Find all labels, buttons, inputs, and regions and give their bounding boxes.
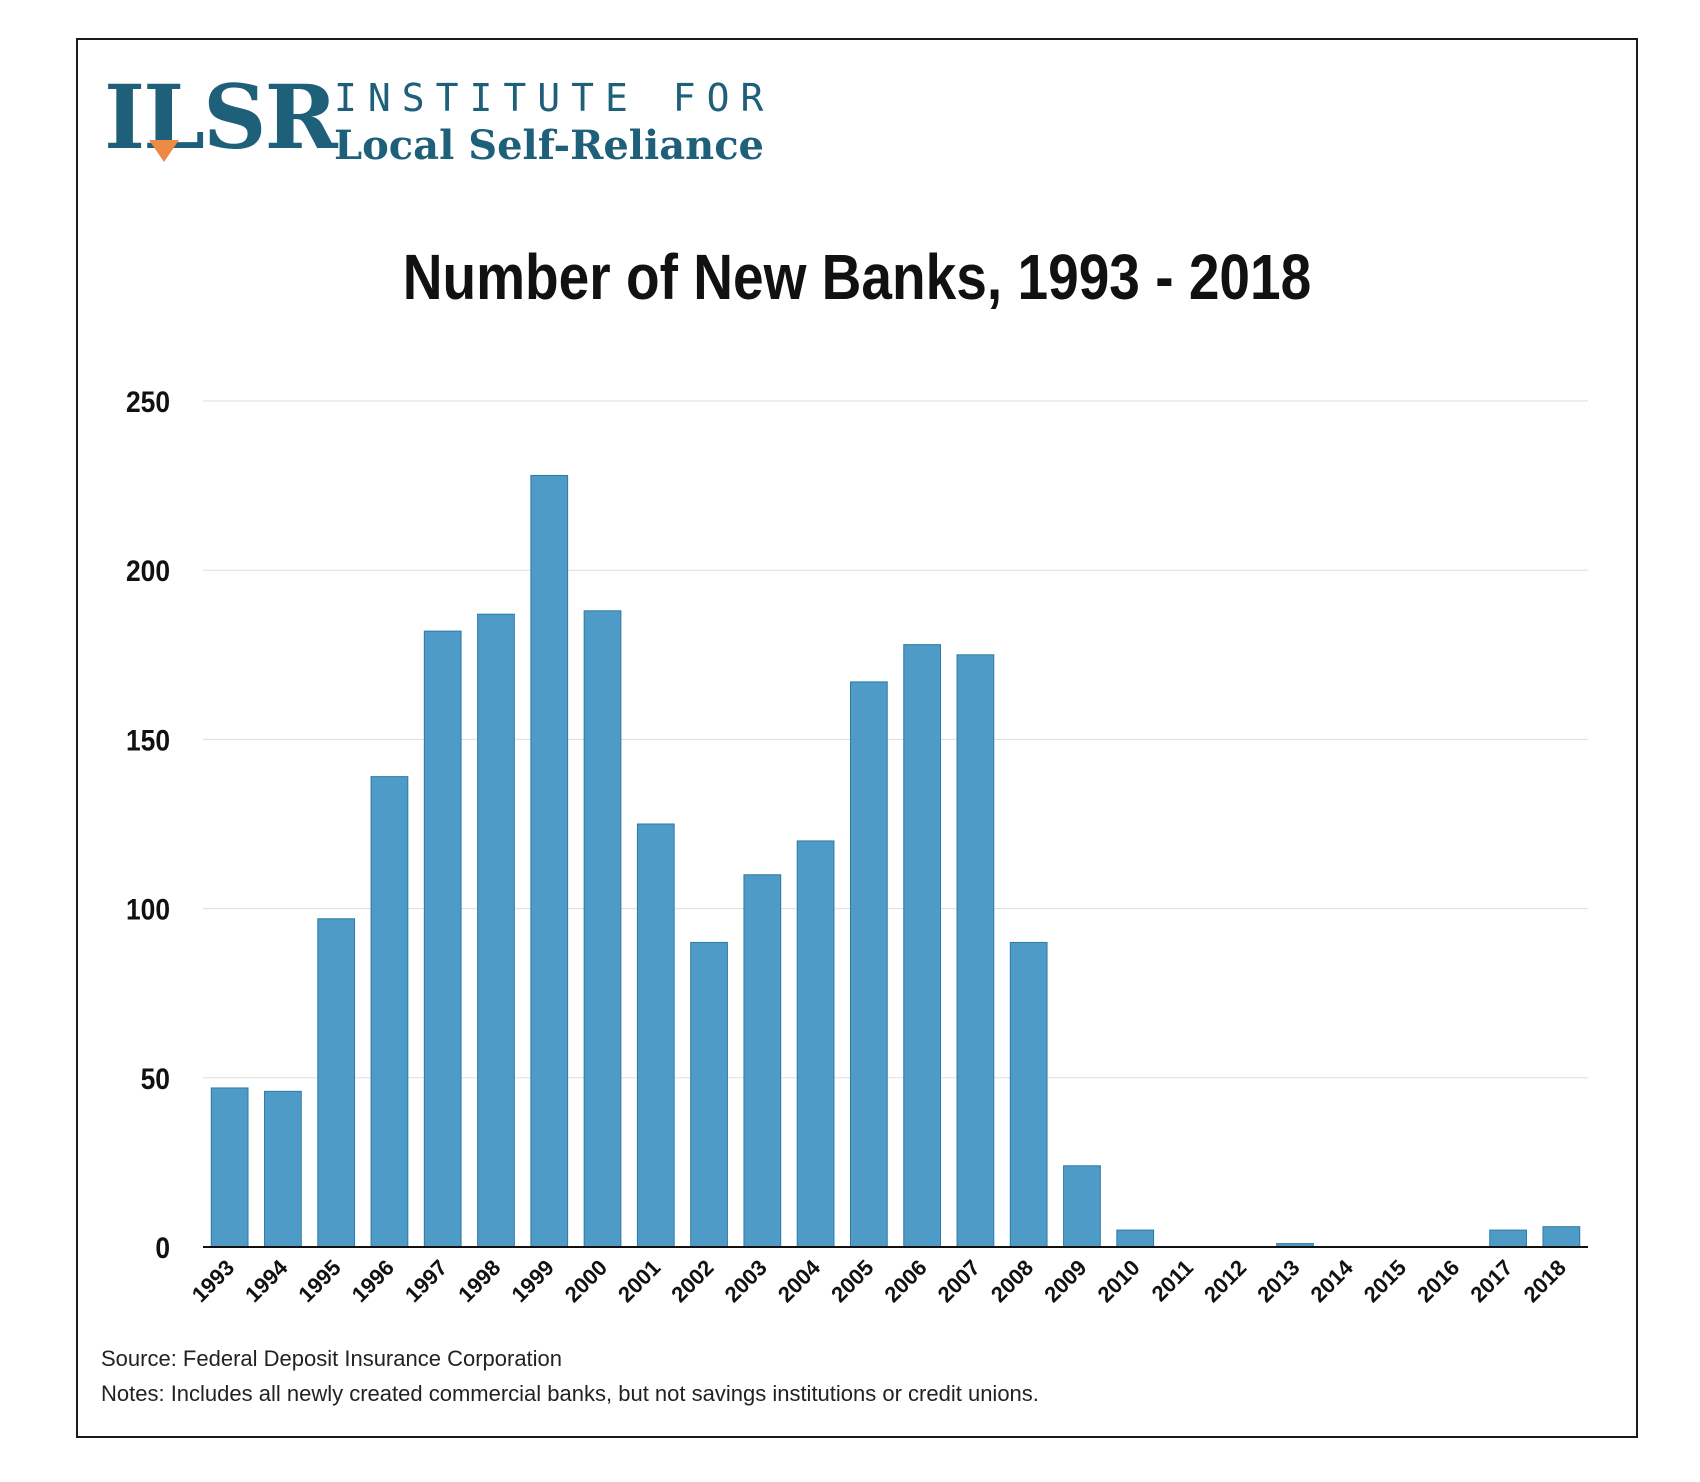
x-tick-label: 2005 [826, 1255, 878, 1307]
logo-org-line2: Local Self-Reliance [334, 122, 764, 169]
x-tick-label: 2013 [1252, 1255, 1304, 1307]
x-tick-label: 1996 [347, 1255, 399, 1307]
x-tick-label: 1995 [293, 1255, 345, 1307]
x-tick-label: 2014 [1306, 1254, 1359, 1307]
y-tick-label: 50 [141, 1061, 170, 1095]
x-tick-label: 1998 [453, 1255, 505, 1307]
bar-2018 [1542, 1226, 1581, 1248]
x-tick-label: 2016 [1412, 1255, 1464, 1307]
bar-2000 [583, 610, 622, 1248]
chart-title: Number of New Banks, 1993 - 2018 [402, 241, 1312, 313]
bar-1995 [317, 918, 356, 1248]
bar-2009 [1063, 1165, 1101, 1248]
bar-1996 [370, 776, 409, 1248]
bar-1993 [210, 1087, 249, 1248]
y-tick-label: 200 [126, 554, 170, 588]
bar-2004 [796, 840, 835, 1248]
bar-2005 [849, 681, 888, 1248]
bar-2003 [743, 874, 782, 1248]
x-tick-label: 2007 [933, 1255, 985, 1307]
x-tick-label: 2012 [1199, 1255, 1251, 1307]
bar-2010 [1116, 1229, 1155, 1248]
bar-1994 [264, 1090, 302, 1248]
x-tick-label: 2008 [986, 1255, 1038, 1307]
x-tick-label: 2000 [560, 1255, 612, 1307]
y-tick-label: 250 [126, 384, 170, 418]
source-note: Source: Federal Deposit Insurance Corpor… [101, 1346, 563, 1371]
y-tick-label: 100 [126, 892, 170, 926]
x-tick-label: 2017 [1465, 1255, 1517, 1307]
bar-2007 [956, 654, 995, 1248]
logo-triangle-icon [149, 140, 179, 162]
x-tick-label: 2015 [1359, 1255, 1411, 1307]
x-tick-label: 2006 [879, 1255, 931, 1307]
x-tick-label: 2002 [666, 1255, 718, 1307]
bar-2001 [636, 823, 675, 1248]
bar-1997 [423, 630, 462, 1248]
y-tick-label: 0 [155, 1230, 170, 1264]
x-tick-label: 2004 [773, 1254, 826, 1307]
bar-2017 [1489, 1229, 1527, 1248]
x-tick-label: 2011 [1147, 1255, 1198, 1306]
x-tick-label: 1999 [506, 1255, 558, 1307]
logo-org-line1: INSTITUTE FOR [334, 76, 775, 120]
x-tick-label: 2010 [1092, 1255, 1144, 1307]
x-tick-label: 2003 [720, 1255, 772, 1307]
chart-frame [76, 38, 1638, 1438]
bar-2008 [1009, 941, 1048, 1248]
x-tick-label: 2009 [1039, 1255, 1091, 1307]
x-tick-label: 1994 [240, 1254, 293, 1307]
x-tick-label: 2001 [613, 1255, 665, 1307]
bar-2002 [690, 941, 728, 1248]
x-tick-label: 1997 [400, 1255, 452, 1307]
x-tick-label: 1993 [187, 1255, 239, 1307]
bar-2006 [903, 644, 942, 1248]
notes-text: Notes: Includes all newly created commer… [101, 1381, 1039, 1406]
y-tick-label: 150 [126, 723, 170, 757]
bar-1998 [477, 613, 515, 1248]
logo-mark: ILSR [104, 65, 338, 169]
x-tick-label: 2018 [1519, 1255, 1571, 1307]
bar-1999 [530, 474, 569, 1248]
